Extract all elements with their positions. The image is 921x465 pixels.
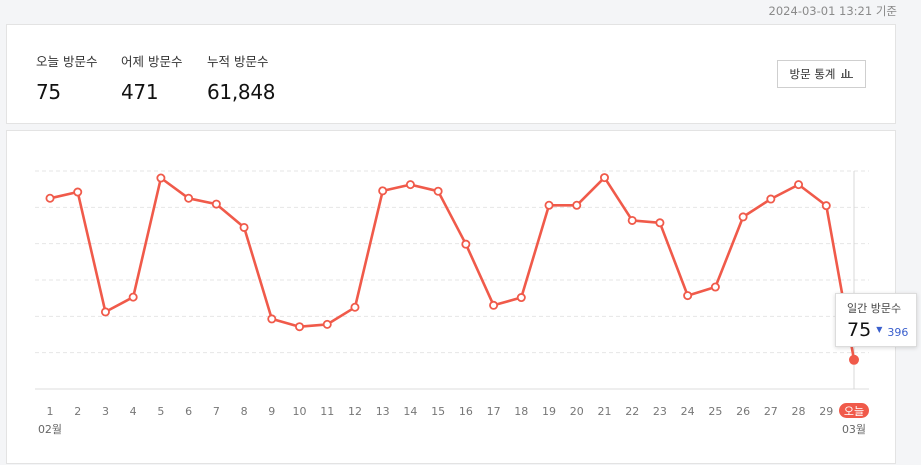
data-point <box>295 322 305 332</box>
x-tick-label: 17 <box>487 405 501 418</box>
x-tick-label: 5 <box>157 405 164 418</box>
x-tick-label: 6 <box>185 405 192 418</box>
tooltip-label: 일간 방문수 <box>847 302 902 315</box>
data-point <box>239 222 249 232</box>
data-point <box>738 212 748 222</box>
today-badge <box>839 403 869 418</box>
x-tick-label: 15 <box>431 405 445 418</box>
x-tick-label: 7 <box>213 405 220 418</box>
data-point <box>156 173 166 183</box>
data-point <box>322 319 332 329</box>
data-point <box>100 307 110 317</box>
data-point <box>794 180 804 190</box>
bar-chart-icon <box>841 67 854 81</box>
stat-yesterday-value: 471 <box>121 80 159 104</box>
month-label-start: 02월 <box>38 423 62 436</box>
x-tick-label: 29 <box>819 405 833 418</box>
x-tick-label: 20 <box>570 405 584 418</box>
stat-total: 누적 방문수 61,848 <box>207 51 275 104</box>
data-point <box>683 291 693 301</box>
data-point <box>350 302 360 312</box>
x-tick-label: 9 <box>268 405 275 418</box>
data-point <box>267 314 277 324</box>
x-tick-label: 1 <box>47 405 54 418</box>
x-tick-label: 12 <box>348 405 362 418</box>
data-point <box>461 239 471 249</box>
x-tick-label: 14 <box>403 405 417 418</box>
x-tick-label: 16 <box>459 405 473 418</box>
month-label-end: 03월 <box>842 423 866 436</box>
data-point <box>489 300 499 310</box>
summary-card: 오늘 방문수 75 어제 방문수 471 누적 방문수 61,848 방문 통계 <box>6 24 896 124</box>
line-chart: 1 2 3 4 5 6 7 8 9 10 11 12 13 14 15 16 17 18 19 20 21 22 23 24 2… <box>35 170 869 436</box>
tooltip-value: 75 <box>847 319 872 341</box>
x-tick-label: 23 <box>653 405 667 418</box>
x-tick-label: 4 <box>130 405 137 418</box>
data-point <box>184 193 194 203</box>
x-tick-label: 2 <box>74 405 81 418</box>
x-tick-label: 3 <box>102 405 109 418</box>
x-tick-label: 28 <box>792 405 806 418</box>
data-point <box>655 218 665 228</box>
data-point-today <box>849 354 859 365</box>
data-point <box>211 199 221 209</box>
tooltip: 일간 방문수 75 ▼ 396 <box>835 293 917 347</box>
chart-card: 1 2 3 4 5 6 7 8 9 10 11 12 13 14 15 16 17 18 19 20 21 22 23 24 2… <box>6 130 896 464</box>
stat-yesterday-label: 어제 방문수 <box>121 54 183 69</box>
stat-today-label: 오늘 방문수 <box>36 54 98 69</box>
data-point <box>572 200 582 210</box>
x-tick-label: 13 <box>376 405 390 418</box>
down-arrow-icon: ▼ <box>876 325 883 334</box>
data-point <box>821 201 831 211</box>
stat-total-label: 누적 방문수 <box>207 54 269 69</box>
x-tick-label: 8 <box>241 405 248 418</box>
data-point <box>627 215 637 225</box>
data-point <box>405 180 415 190</box>
tooltip-diff: 396 <box>887 326 909 339</box>
data-point <box>128 292 138 302</box>
series-line <box>49 176 856 361</box>
data-point <box>378 186 388 196</box>
x-tick-label: 11 <box>320 405 334 418</box>
data-point <box>710 282 720 292</box>
data-point <box>433 186 443 196</box>
data-point <box>73 187 83 197</box>
data-point <box>599 173 609 183</box>
stat-total-value: 61,848 <box>207 80 276 104</box>
visit-stats-button-label: 방문 통계 <box>789 67 836 81</box>
data-point <box>45 193 55 203</box>
stat-today: 오늘 방문수 75 <box>36 51 97 104</box>
stat-yesterday: 어제 방문수 471 <box>121 51 182 104</box>
timestamp: 2024-03-01 13:21 기준 <box>768 4 897 18</box>
x-tick-label: 25 <box>708 405 722 418</box>
x-tick-label: 26 <box>736 405 750 418</box>
data-point <box>544 200 554 210</box>
x-tick-label: 19 <box>542 405 556 418</box>
x-tick-label: 18 <box>514 405 528 418</box>
x-tick-label: 24 <box>681 405 695 418</box>
visit-stats-button[interactable]: 방문 통계 <box>777 60 866 88</box>
data-point <box>516 293 526 303</box>
x-tick-label: 10 <box>293 405 307 418</box>
x-tick-label: 오늘 <box>844 405 864 418</box>
x-tick-label: 22 <box>625 405 639 418</box>
x-tick-label: 21 <box>597 405 611 418</box>
data-point <box>766 194 776 204</box>
x-tick-label: 27 <box>764 405 778 418</box>
stat-today-value: 75 <box>36 80 61 104</box>
